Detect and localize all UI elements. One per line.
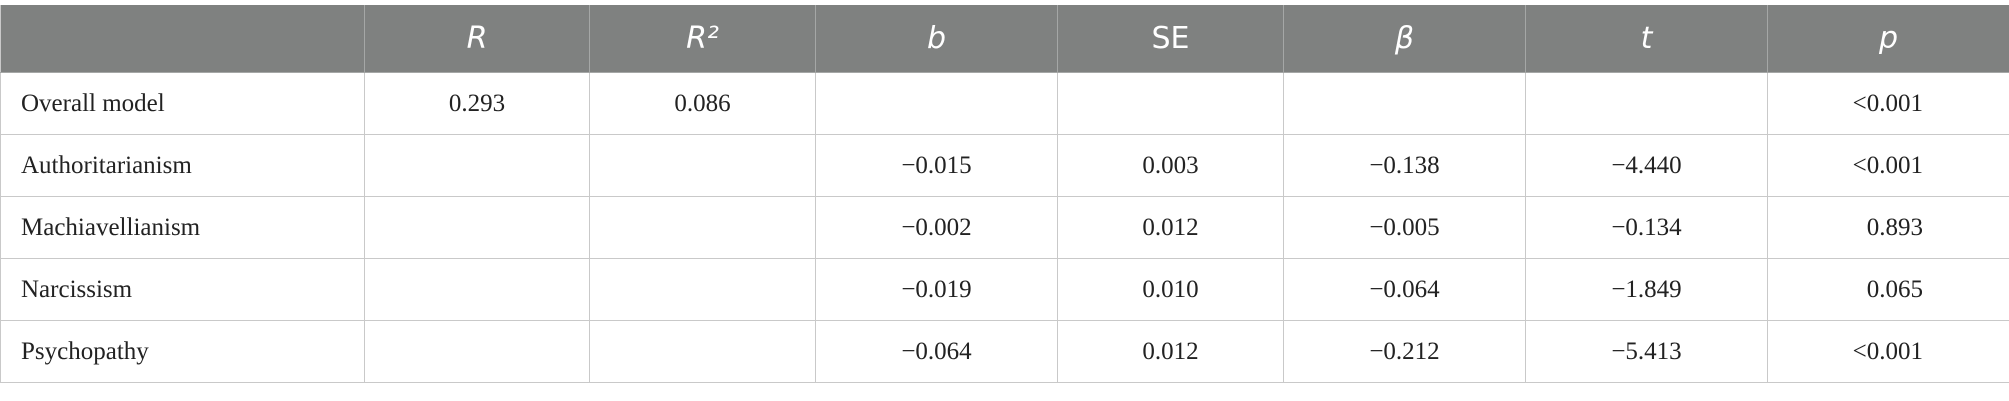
value-cell: −1.849 [1525, 258, 1768, 321]
value-cell: 0.065 [1767, 258, 2009, 321]
empty-cell [364, 258, 590, 321]
header-cell: b [815, 5, 1058, 73]
value-cell: −0.138 [1283, 134, 1526, 197]
value-cell: 0.293 [364, 72, 590, 135]
value-cell: −0.064 [815, 320, 1058, 383]
empty-cell [815, 72, 1058, 135]
row-label: Overall model [0, 72, 365, 135]
value-cell: 0.893 [1767, 196, 2009, 259]
value-cell: −0.212 [1283, 320, 1526, 383]
value-cell: 0.012 [1057, 320, 1284, 383]
value-cell: 0.010 [1057, 258, 1284, 321]
empty-cell [364, 320, 590, 383]
value-cell: 0.086 [589, 72, 816, 135]
value-cell: −4.440 [1525, 134, 1768, 197]
value-cell: <0.001 [1767, 320, 2009, 383]
empty-cell [364, 134, 590, 197]
row-label: Narcissism [0, 258, 365, 321]
empty-cell [589, 134, 816, 197]
empty-cell [589, 320, 816, 383]
value-cell: −0.015 [815, 134, 1058, 197]
table-row: Authoritarianism −0.015 0.003 −0.138 −4.440 <… [0, 134, 2009, 197]
header-cell: R [364, 5, 590, 73]
header-row: R R² b SE β t p [0, 5, 2009, 73]
row-label: Psychopathy [0, 320, 365, 383]
value-cell: −5.413 [1525, 320, 1768, 383]
value-cell: −0.005 [1283, 196, 1526, 259]
value-cell: 0.003 [1057, 134, 1284, 197]
empty-cell [589, 196, 816, 259]
results-table: R R² b SE β t p Overall model 0.293 0.086 <0.001 A… [0, 5, 2009, 383]
table-body: Overall model 0.293 0.086 <0.001 Authoritari… [0, 72, 2009, 383]
value-cell: <0.001 [1767, 72, 2009, 135]
row-label: Authoritarianism [0, 134, 365, 197]
table-row: Narcissism −0.019 0.010 −0.064 −1.849 0.065 [0, 258, 2009, 321]
header-cell: R² [589, 5, 816, 73]
empty-cell [364, 196, 590, 259]
value-cell: −0.064 [1283, 258, 1526, 321]
value-cell: −0.002 [815, 196, 1058, 259]
table-row: Psychopathy −0.064 0.012 −0.212 −5.413 <0.001 [0, 320, 2009, 383]
table-row: Machiavellianism −0.002 0.012 −0.005 −0.134 0… [0, 196, 2009, 259]
header-cell: β [1283, 5, 1526, 73]
value-cell: −0.019 [815, 258, 1058, 321]
table-row: Overall model 0.293 0.086 <0.001 [0, 72, 2009, 135]
header-cell: SE [1057, 5, 1284, 73]
empty-cell [1525, 72, 1768, 135]
header-cell [0, 5, 365, 73]
value-cell: <0.001 [1767, 134, 2009, 197]
row-label: Machiavellianism [0, 196, 365, 259]
header-cell: t [1525, 5, 1768, 73]
empty-cell [1283, 72, 1526, 135]
empty-cell [589, 258, 816, 321]
header-cell: p [1767, 5, 2009, 73]
value-cell: 0.012 [1057, 196, 1284, 259]
empty-cell [1057, 72, 1284, 135]
value-cell: −0.134 [1525, 196, 1768, 259]
